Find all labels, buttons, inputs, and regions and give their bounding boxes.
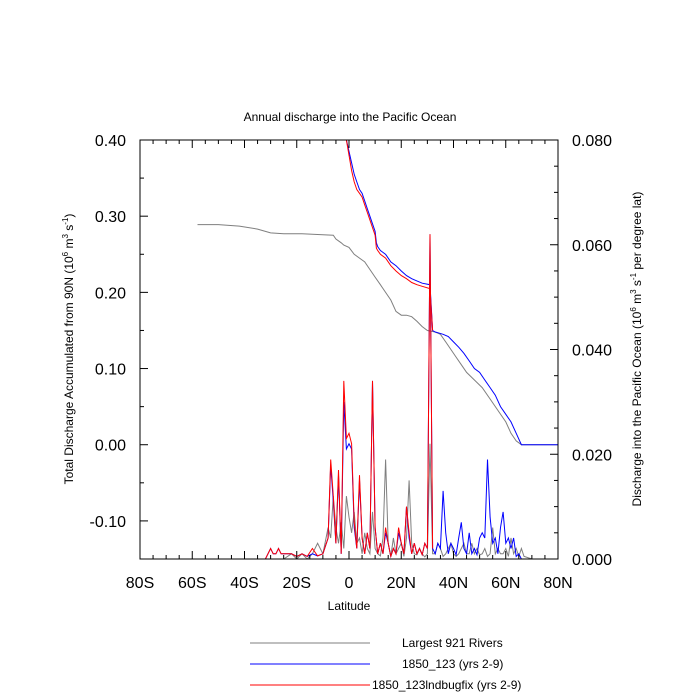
x-tick-label: 80S xyxy=(126,575,154,592)
y-left-ticks: -0.10 0.00 0.10 0.20 0.30 0.40 xyxy=(90,133,148,560)
y-right-tick-label: 0.020 xyxy=(572,447,612,464)
legend-label-rivers: Largest 921 Rivers xyxy=(402,636,503,650)
x-ticks: 80S 60S 40S 20S 0 20N 40N 60N 80N xyxy=(126,140,573,592)
series-line-3-per-degree xyxy=(192,443,558,559)
x-tick-label: 0 xyxy=(345,575,354,592)
y-right-tick-label: 0.040 xyxy=(572,343,612,360)
x-axis-label: Latitude xyxy=(328,599,371,613)
legend-label-lndbugfix: 1850_123lndbugfix (yrs 2-9) xyxy=(372,678,521,692)
series-layer xyxy=(192,140,558,559)
y-left-tick-label: -0.10 xyxy=(90,514,127,531)
y-axis-label-right: Discharge into the Pacific Ocean (106 m3… xyxy=(629,192,644,507)
y-right-ticks: 0.000 0.020 0.040 0.060 0.080 xyxy=(550,133,612,569)
series-line-1-accumulated xyxy=(345,140,558,446)
x-tick-label: 80N xyxy=(543,575,572,592)
y-left-tick-label: 0.30 xyxy=(95,209,126,226)
y-right-tick-label: 0.060 xyxy=(572,238,612,255)
legend: Largest 921 Rivers 1850_123 (yrs 2-9) 18… xyxy=(250,636,521,692)
x-tick-label: 60N xyxy=(491,575,520,592)
plot-frame xyxy=(139,139,559,560)
x-tick-label: 60S xyxy=(178,575,206,592)
y-right-tick-label: 0.000 xyxy=(572,552,612,569)
y-right-tick-label: 0.080 xyxy=(572,133,612,150)
series-line-5-per-degree xyxy=(192,234,434,559)
series-line-2-accumulated xyxy=(345,140,434,331)
x-tick-label: 40S xyxy=(230,575,258,592)
series-line-0-accumulated xyxy=(197,224,558,446)
chart-title: Annual discharge into the Pacific Ocean xyxy=(244,110,457,124)
x-tick-label: 20S xyxy=(283,575,311,592)
y-left-tick-label: 0.00 xyxy=(95,438,126,455)
y-axis-label-left: Total Discharge Accumulated from 90N (10… xyxy=(61,214,76,485)
legend-label-1850-123: 1850_123 (yrs 2-9) xyxy=(402,657,503,671)
y-left-tick-label: 0.40 xyxy=(95,133,126,150)
x-tick-label: 40N xyxy=(439,575,468,592)
y-left-tick-label: 0.10 xyxy=(95,362,126,379)
x-tick-label: 20N xyxy=(387,575,416,592)
y-left-tick-label: 0.20 xyxy=(95,285,126,302)
